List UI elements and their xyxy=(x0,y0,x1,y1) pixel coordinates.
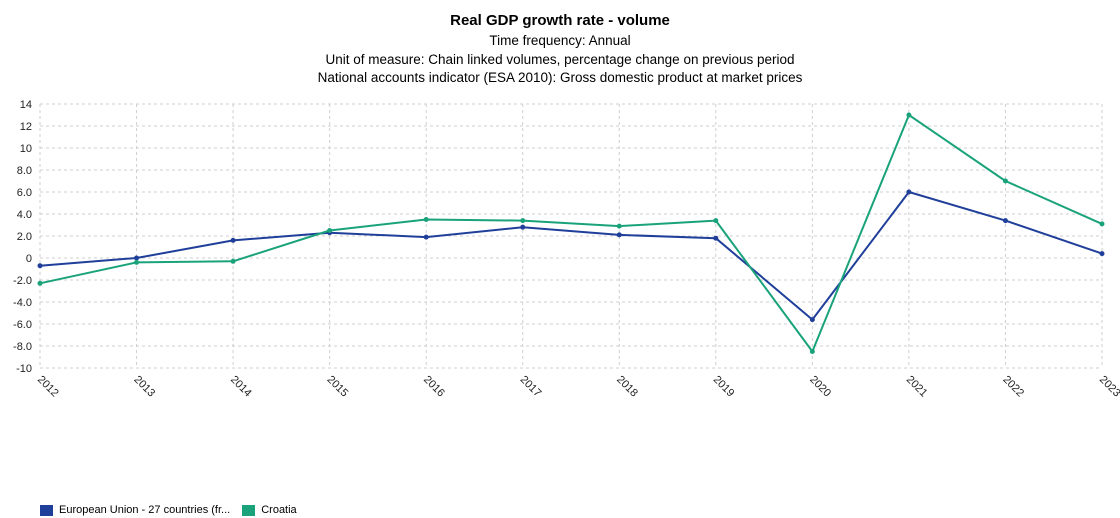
y-tick-label: -10 xyxy=(16,363,32,375)
series-line-1[interactable] xyxy=(39,114,1103,353)
y-tick-label: -4.0 xyxy=(13,297,32,309)
chart-title: Real GDP growth rate - volume xyxy=(450,12,670,29)
y-tick-label: 2.0 xyxy=(17,231,32,243)
x-tick-label: 2016 xyxy=(421,374,447,400)
data-point[interactable] xyxy=(906,189,912,195)
y-tick-label: 12 xyxy=(20,121,32,133)
y-tick-label: 14 xyxy=(20,99,32,111)
y-tick-label: 6.0 xyxy=(17,187,32,199)
x-tick-label: 2019 xyxy=(711,374,737,400)
data-point[interactable] xyxy=(616,232,622,238)
x-tick-label: 2023 xyxy=(1097,374,1120,400)
legend-swatch-eu xyxy=(40,504,53,516)
data-point[interactable] xyxy=(423,217,429,222)
x-tick-label: 2017 xyxy=(518,374,544,400)
legend-label-croatia: Croatia xyxy=(261,504,297,516)
legend-swatch-croatia xyxy=(242,504,256,516)
data-point[interactable] xyxy=(327,228,333,233)
data-point[interactable] xyxy=(134,259,140,265)
data-point[interactable] xyxy=(616,223,622,229)
plot-area xyxy=(37,112,1105,354)
data-point[interactable] xyxy=(809,349,815,354)
data-point[interactable] xyxy=(713,218,719,224)
y-tick-label: 8.0 xyxy=(17,165,32,177)
chart-subtitle-2: Unit of measure: Chain linked volumes, p… xyxy=(325,52,794,67)
y-tick-label: -8.0 xyxy=(13,341,32,353)
chart-subtitle-3: National accounts indicator (ESA 2010): … xyxy=(318,70,803,85)
data-point[interactable] xyxy=(423,234,429,240)
x-axis: 2012 2013 2014 2015 2016 2017 2018 2019 2020 2021… xyxy=(35,374,1120,400)
data-point[interactable] xyxy=(1099,251,1105,257)
y-tick-label: -2.0 xyxy=(13,275,32,287)
x-tick-label: 2012 xyxy=(35,374,61,400)
data-point[interactable] xyxy=(37,263,43,269)
data-point[interactable] xyxy=(1099,221,1105,227)
x-tick-label: 2018 xyxy=(614,374,640,400)
data-point[interactable] xyxy=(230,237,236,243)
y-axis: 14 12 10 8.0 6.0 4.0 2.0 0 -2.0 -4.0 -6.0 -8.0 -10 xyxy=(13,99,32,375)
x-tick-label: 2020 xyxy=(807,374,833,400)
series-line-0[interactable] xyxy=(39,191,1103,321)
legend-item-eu[interactable]: European Union - 27 countries (fr... xyxy=(40,504,230,516)
data-point[interactable] xyxy=(230,258,236,264)
x-tick-label: 2014 xyxy=(228,374,254,400)
data-point[interactable] xyxy=(1002,178,1008,184)
grid xyxy=(39,103,1103,369)
y-tick-label: 10 xyxy=(20,143,32,155)
data-point[interactable] xyxy=(809,317,815,323)
legend: European Union - 27 countries (fr... Cro… xyxy=(40,503,309,517)
x-tick-label: 2022 xyxy=(1000,374,1026,400)
legend-label-eu: European Union - 27 countries (fr... xyxy=(59,504,231,516)
x-tick-label: 2015 xyxy=(325,374,351,400)
data-point[interactable] xyxy=(37,280,43,286)
data-point[interactable] xyxy=(1002,218,1008,224)
x-tick-label: 2021 xyxy=(904,374,930,400)
data-point[interactable] xyxy=(520,224,526,230)
data-point[interactable] xyxy=(906,112,912,118)
data-point[interactable] xyxy=(520,218,526,224)
chart-subtitle-1: Time frequency: Annual xyxy=(489,33,630,48)
y-tick-label: -6.0 xyxy=(13,319,32,331)
x-tick-label: 2013 xyxy=(131,374,157,400)
data-point[interactable] xyxy=(134,255,140,261)
y-tick-label: 4.0 xyxy=(17,209,32,221)
y-tick-label: 0 xyxy=(26,253,32,265)
data-point[interactable] xyxy=(713,235,719,241)
legend-item-croatia[interactable]: Croatia xyxy=(242,504,297,516)
